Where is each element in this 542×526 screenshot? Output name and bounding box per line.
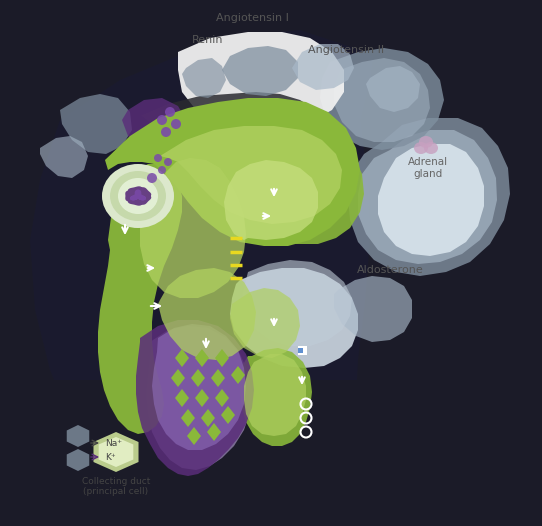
Polygon shape — [60, 94, 132, 154]
Polygon shape — [221, 406, 235, 424]
Polygon shape — [160, 126, 342, 224]
Polygon shape — [93, 432, 139, 472]
Polygon shape — [320, 48, 444, 150]
Polygon shape — [231, 366, 245, 384]
Ellipse shape — [118, 178, 158, 214]
Text: Aldosterone: Aldosterone — [357, 265, 423, 275]
Polygon shape — [67, 425, 89, 447]
Polygon shape — [146, 326, 252, 470]
Polygon shape — [175, 389, 189, 407]
Polygon shape — [236, 130, 364, 244]
Polygon shape — [207, 423, 221, 441]
Polygon shape — [40, 136, 88, 178]
Polygon shape — [152, 324, 246, 450]
Polygon shape — [244, 354, 306, 436]
Polygon shape — [334, 276, 412, 342]
Ellipse shape — [165, 107, 175, 117]
Ellipse shape — [164, 158, 172, 166]
Polygon shape — [98, 164, 182, 434]
Polygon shape — [230, 268, 358, 368]
Polygon shape — [215, 389, 229, 407]
Polygon shape — [355, 0, 542, 526]
Polygon shape — [0, 0, 100, 526]
Ellipse shape — [157, 115, 167, 125]
Polygon shape — [195, 349, 209, 367]
Polygon shape — [99, 437, 133, 467]
Polygon shape — [140, 92, 322, 152]
Polygon shape — [211, 369, 225, 387]
Text: Angiotensin II: Angiotensin II — [308, 45, 384, 55]
Polygon shape — [171, 369, 185, 387]
Polygon shape — [67, 449, 89, 471]
Polygon shape — [292, 44, 354, 90]
Polygon shape — [182, 58, 226, 98]
Ellipse shape — [158, 166, 166, 174]
Ellipse shape — [414, 142, 428, 154]
Polygon shape — [0, 0, 542, 160]
Ellipse shape — [161, 127, 171, 137]
FancyBboxPatch shape — [298, 346, 307, 355]
Polygon shape — [195, 389, 209, 407]
Polygon shape — [105, 98, 360, 246]
Polygon shape — [136, 320, 254, 476]
Ellipse shape — [102, 164, 174, 228]
Polygon shape — [348, 118, 510, 276]
Text: Angiotensin I: Angiotensin I — [216, 13, 288, 23]
Polygon shape — [358, 130, 497, 264]
Text: K⁺: K⁺ — [105, 452, 115, 461]
Text: Na⁺: Na⁺ — [105, 439, 122, 448]
Polygon shape — [366, 66, 420, 112]
Ellipse shape — [154, 154, 162, 162]
Polygon shape — [240, 348, 312, 446]
Ellipse shape — [110, 171, 166, 221]
Polygon shape — [224, 160, 318, 240]
Ellipse shape — [424, 142, 438, 154]
Text: Collecting duct
(principal cell): Collecting duct (principal cell) — [82, 477, 150, 497]
Ellipse shape — [419, 136, 433, 148]
Polygon shape — [215, 349, 229, 367]
Polygon shape — [181, 409, 195, 427]
Ellipse shape — [147, 173, 157, 183]
Polygon shape — [201, 409, 215, 427]
Polygon shape — [242, 260, 352, 346]
Polygon shape — [0, 380, 542, 526]
Polygon shape — [334, 58, 430, 142]
Polygon shape — [230, 288, 300, 358]
Text: Renin: Renin — [192, 35, 224, 45]
Polygon shape — [122, 98, 186, 152]
Polygon shape — [222, 46, 298, 96]
Polygon shape — [378, 144, 484, 256]
Ellipse shape — [171, 119, 181, 129]
Polygon shape — [158, 268, 256, 360]
Text: Adrenal
gland: Adrenal gland — [408, 157, 448, 179]
Polygon shape — [191, 369, 205, 387]
Polygon shape — [130, 189, 146, 200]
FancyBboxPatch shape — [298, 348, 303, 353]
Polygon shape — [178, 32, 344, 128]
Polygon shape — [187, 427, 201, 445]
Polygon shape — [140, 158, 246, 298]
Polygon shape — [125, 186, 151, 206]
Polygon shape — [175, 349, 189, 367]
